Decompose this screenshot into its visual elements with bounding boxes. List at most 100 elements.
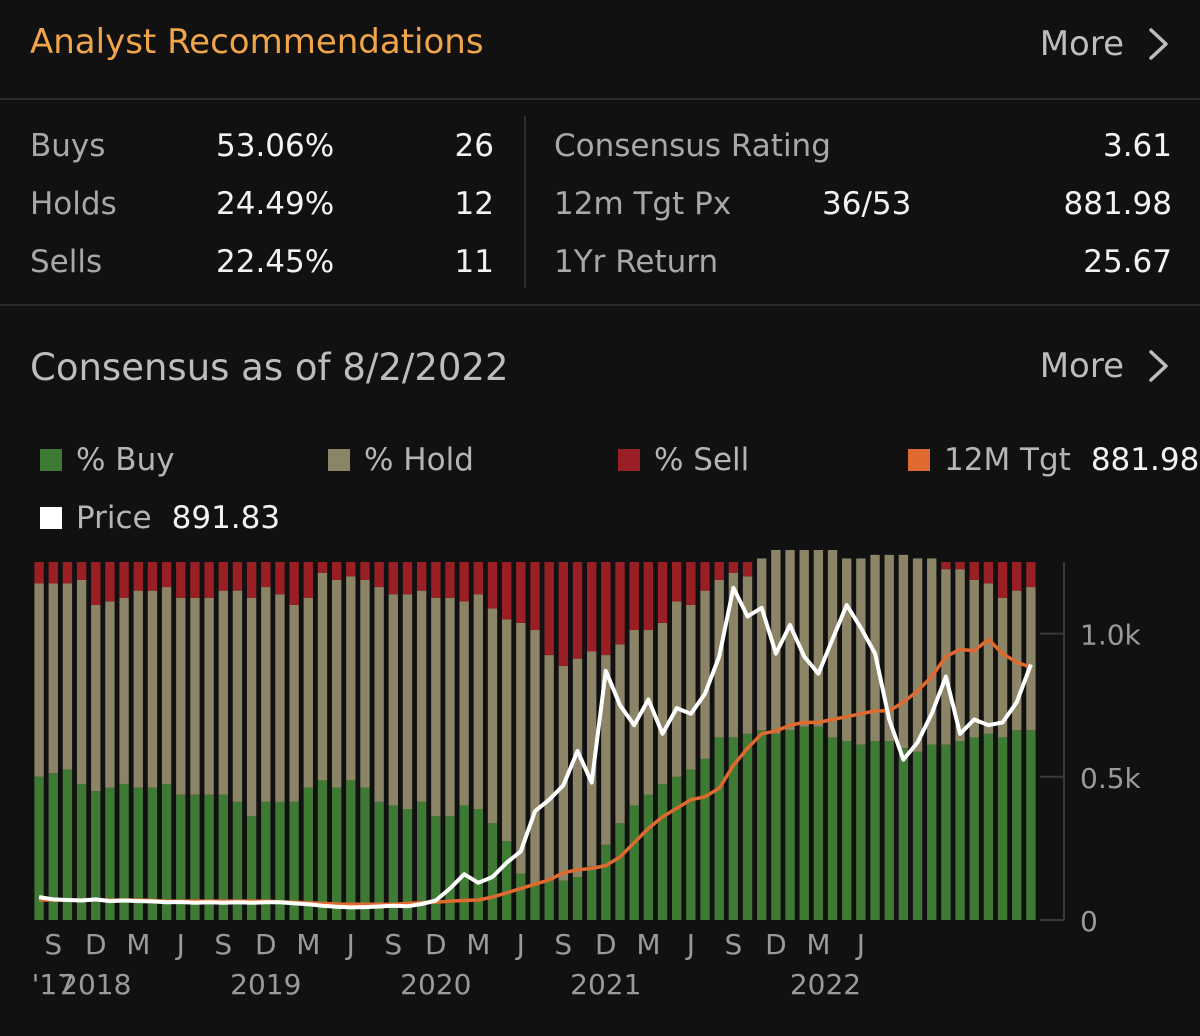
buy-bar (501, 841, 512, 920)
buy-bar (261, 801, 271, 920)
hold-bar (955, 569, 965, 741)
sell-bar (360, 562, 370, 580)
buy-bar (232, 801, 243, 920)
hold-bar (445, 597, 455, 817)
recommendation-stats: Buys 53.06% 26 Holds 24.49% 12 Sells 22.… (0, 100, 1200, 306)
sell-bar (601, 562, 611, 656)
x-year-label: 2018 (60, 968, 131, 1001)
hold-bar (969, 579, 979, 738)
more-button[interactable]: More (1040, 24, 1170, 64)
buys-label: Buys (30, 128, 106, 164)
consensus-more-label: More (1039, 346, 1124, 386)
sell-bar (941, 562, 951, 570)
sell-bar (983, 562, 994, 584)
buy-bar (686, 769, 696, 920)
sell-bar (572, 562, 583, 659)
hold-bar (742, 576, 753, 734)
hold-bar (303, 597, 313, 788)
hold-bar (176, 597, 186, 795)
buy-bar (615, 823, 625, 920)
buy-bar (119, 783, 129, 920)
sell-bar (374, 562, 384, 588)
sell-bar (587, 562, 597, 652)
x-tick-label: M (126, 928, 150, 961)
buy-bar (941, 744, 951, 920)
buy-swatch (40, 449, 62, 471)
sell-bar (558, 562, 569, 666)
buy-bar (912, 751, 923, 920)
consensus-more-button[interactable]: More (1040, 346, 1170, 386)
buy-bar (204, 794, 214, 920)
hold-bar (757, 558, 767, 731)
target-swatch (908, 449, 930, 471)
x-year-label: 2022 (790, 968, 861, 1001)
hold-bar (686, 604, 696, 770)
hold-bar (218, 590, 228, 795)
hold-bar (246, 597, 257, 817)
hold-bar (544, 655, 554, 881)
buy-bar (813, 726, 824, 920)
hold-bar (530, 630, 540, 885)
x-tick-label: D (255, 928, 277, 961)
x-tick-label: M (806, 928, 830, 961)
buy-bar (459, 805, 469, 920)
sell-bar (232, 562, 243, 591)
buy-bar (1026, 730, 1036, 920)
hold-bar (331, 579, 342, 788)
hold-bar (601, 655, 611, 845)
sells-count: 11 (454, 244, 494, 280)
legend-target-value: 881.98 (1090, 442, 1200, 478)
holds-pct: 24.49% (216, 186, 335, 222)
holds-count: 12 (454, 186, 494, 222)
hold-bar (501, 619, 512, 842)
buy-bar (572, 877, 583, 920)
hold-bar (459, 601, 469, 806)
holds-label: Holds (30, 186, 117, 222)
sell-bar (728, 562, 739, 573)
legend-price-value: 891.83 (171, 500, 281, 536)
one-yr-return-label: 1Yr Return (554, 244, 719, 280)
legend-buy-label: % Buy (76, 442, 175, 478)
buy-bar (487, 823, 498, 920)
buy-bar (331, 787, 342, 920)
sell-bar (530, 562, 540, 631)
sells-pct: 22.45% (216, 244, 335, 280)
buy-bar (416, 801, 427, 920)
buy-bar (558, 880, 569, 920)
buy-bar (161, 783, 172, 920)
buy-bar (388, 805, 398, 920)
header: Analyst Recommendations More (0, 0, 1200, 100)
sell-bar (133, 562, 143, 591)
sell-bar (105, 562, 115, 602)
sell-bar (1012, 562, 1022, 591)
buy-bar (105, 787, 115, 920)
sell-bar (34, 562, 44, 584)
buy-bar (742, 733, 753, 920)
legend-buy: % Buy (40, 442, 175, 478)
hold-bar (912, 558, 923, 752)
sell-bar (629, 562, 639, 631)
sell-bar (672, 562, 682, 602)
x-tick-label: S (725, 928, 743, 961)
hold-bar (190, 597, 200, 795)
buy-bar (700, 758, 710, 920)
buy-bar (374, 801, 384, 920)
legend-sell-label: % Sell (654, 442, 750, 478)
legend-target-label: 12M Tgt (944, 442, 1071, 478)
sell-bar (246, 562, 257, 598)
buy-bar (317, 780, 328, 920)
buys-count: 26 (454, 128, 494, 164)
buy-bar (76, 783, 87, 920)
buy-bar (587, 866, 597, 920)
x-tick-label: D (425, 928, 447, 961)
buy-bar (714, 737, 724, 920)
hold-bar (1026, 587, 1036, 731)
buy-bar (1012, 730, 1022, 920)
sell-bar (204, 562, 214, 598)
sell-bar (303, 562, 313, 598)
hold-swatch (328, 449, 350, 471)
hold-bar (34, 583, 44, 777)
sell-bar (416, 562, 427, 591)
sell-bar (643, 562, 654, 631)
sell-bar (742, 562, 753, 577)
